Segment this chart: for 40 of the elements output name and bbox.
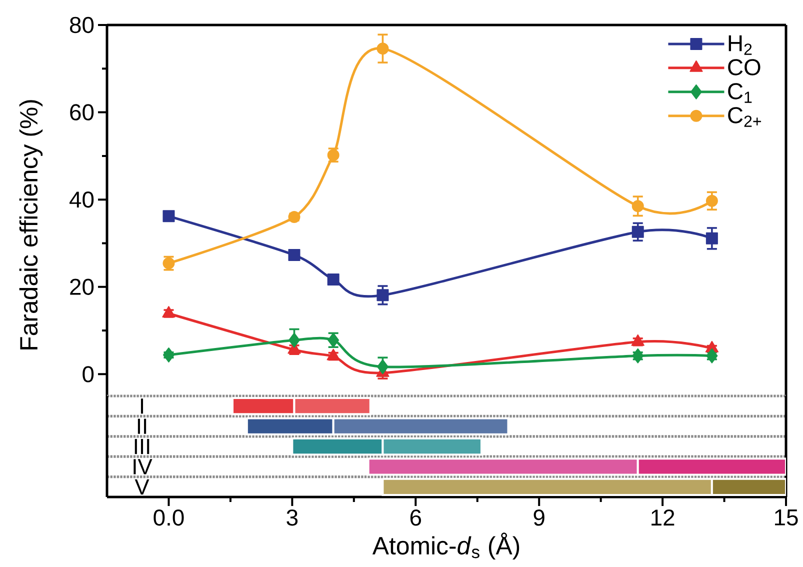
- y-tick-label: 0: [82, 366, 94, 382]
- point: [327, 273, 340, 286]
- point: [326, 348, 340, 360]
- x-tick-label: 3: [286, 510, 298, 526]
- y-tick-label: 20: [70, 278, 94, 295]
- point: [376, 289, 389, 302]
- point: [706, 348, 718, 364]
- y-tick-label: V: [134, 479, 150, 494]
- x-tick-label: 0.0: [154, 510, 184, 526]
- y-tick-label: 40: [70, 191, 94, 208]
- y-tick-label: 80: [70, 16, 94, 34]
- point: [162, 210, 175, 222]
- y-tick-label: III: [134, 438, 150, 454]
- point: [632, 200, 644, 212]
- legend-label: C$_{1}$: [728, 83, 752, 103]
- point: [632, 348, 644, 364]
- point: [376, 359, 388, 374]
- legend-label: CO: [728, 59, 760, 76]
- point: [288, 332, 300, 348]
- y-tick-label: II: [138, 418, 146, 434]
- point: [288, 211, 300, 224]
- point: [376, 42, 389, 55]
- y-tick-label: 60: [70, 104, 94, 120]
- point: [706, 232, 718, 244]
- x-tick-label: 15: [775, 510, 798, 526]
- point: [288, 249, 300, 262]
- x-tick-label: 6: [410, 510, 422, 526]
- x-axis-title: Atomic-d$_{s}$ (Å): [372, 532, 520, 560]
- y-axis-title: Faradaic efficiency (%): [19, 100, 43, 350]
- y-tick-label: I: [140, 398, 144, 414]
- point: [632, 226, 644, 238]
- x-tick-label: 9: [534, 510, 544, 526]
- point: [631, 334, 644, 346]
- point: [162, 347, 174, 362]
- x-tick-label: 12: [652, 510, 674, 526]
- legend-label: C$_{2+}$: [728, 107, 762, 127]
- y-tick-label: IV: [134, 459, 152, 474]
- legend-label: H$_{2}$: [728, 35, 752, 55]
- point: [706, 194, 718, 207]
- point: [162, 306, 176, 318]
